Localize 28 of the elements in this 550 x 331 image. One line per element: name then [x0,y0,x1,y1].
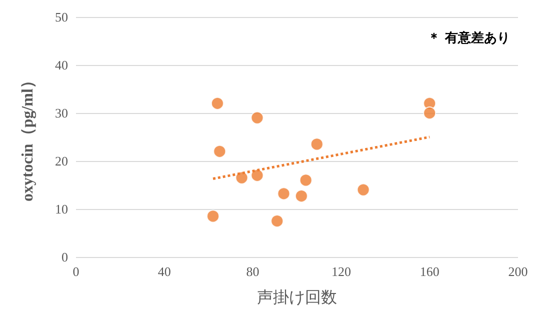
y-tick-label: 40 [55,58,68,72]
point [310,138,324,151]
point [277,187,290,200]
x-tick-label: 160 [420,264,440,279]
point [270,214,284,228]
x-tick-label: 40 [158,264,171,279]
x-tick-label: 80 [246,264,260,279]
point [250,168,264,182]
y-axis-title: oxytocin（pg/ml） [20,72,36,202]
point [206,210,220,223]
x-tick-label: 0 [72,264,80,279]
y-tick-label: 30 [55,106,68,120]
y-tick-label: 0 [62,250,68,264]
y-tick-label: 20 [55,154,68,168]
x-tick-label: 120 [331,264,351,279]
point [250,111,264,124]
point [210,96,224,110]
point [294,190,308,203]
point [356,183,370,196]
point [299,174,312,187]
point [213,144,226,158]
x-axis-title: 声掛け回数 [257,288,337,306]
x-tick-label: 200 [508,264,528,279]
y-tick-label: 10 [55,202,68,216]
y-tick-label: 50 [55,10,68,24]
point [423,106,436,120]
annotation: ＊ 有意差あり [427,30,510,46]
point [235,171,248,184]
